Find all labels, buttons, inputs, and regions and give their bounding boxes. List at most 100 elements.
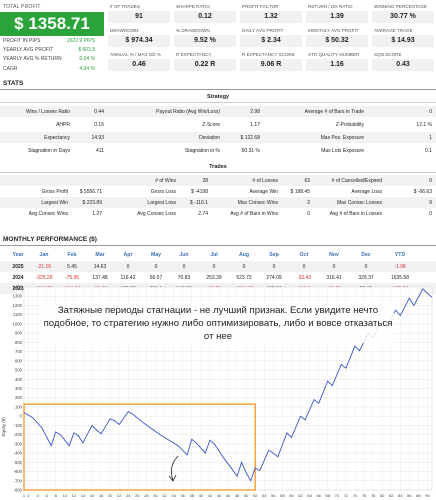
stat-value: 0 (429, 109, 432, 115)
metric-card: R EXPECTANCY 0.22 R (174, 51, 238, 73)
stat-value: $ -110.1 (190, 200, 208, 206)
metric-card: DAILY AVG PROFIT $ 2.34 (240, 27, 304, 49)
stat-value: 2.74 (198, 211, 208, 217)
metric-label: SHARPE RATIO (176, 4, 210, 9)
x-tick-label: 88 (416, 493, 421, 498)
y-tick-label: 800 (15, 340, 23, 345)
monthly-cell: 329.37 (358, 275, 374, 281)
stat-label: Largest Loss (147, 200, 176, 206)
stat-value: 0 (429, 211, 432, 217)
trades-divider (0, 172, 436, 173)
metric-label: DRAWDOWN (110, 28, 139, 33)
monthly-cell: YTD (394, 252, 406, 258)
stat-label: Payout Ratio (Avg Win/Loss) (156, 109, 220, 115)
y-tick-label: 1200 (13, 303, 23, 308)
yearly-avg-return-row: YEARLY AVG % RETURN 6.04 % (3, 56, 95, 62)
stat-value: 9 (429, 200, 432, 206)
y-tick-label: 700 (15, 349, 23, 354)
metric-value: 91 (108, 11, 170, 23)
x-tick-label: 72 (344, 493, 349, 498)
metric-card: R EXPECTANCY SCORE 9.06 R (240, 51, 304, 73)
stat-value: $ 122.68 (240, 135, 260, 141)
y-tick-label: -400 (14, 451, 23, 456)
stat-label: Stagnation in % (184, 148, 220, 154)
metric-card: STR QUALITY NUMBER 1.16 (306, 51, 370, 73)
metric-label: WINNING PERCENTAGE (374, 4, 428, 9)
stat-value: 1 (429, 135, 432, 141)
monthly-cell: 0 (126, 264, 130, 270)
monthly-cell: 0 (182, 264, 186, 270)
y-tick-label: -600 (14, 469, 23, 474)
stagnation-annotation: Затяжные периоды стагнации - не лучший п… (42, 304, 394, 343)
stats-title: STATS (3, 80, 24, 87)
y-tick-label: 0 (20, 414, 23, 419)
stat-value: 50.31 % (241, 148, 260, 154)
stat-label: Max Consec Wins (237, 200, 278, 206)
monthly-cell: Apr (123, 252, 133, 258)
monthly-cell: Jan (39, 252, 49, 258)
monthly-cell: 0 (242, 264, 246, 270)
stat-label: Average # of Bars in Trade (304, 109, 364, 115)
metric-label: RETURN / DD RATIO (308, 4, 353, 9)
annotation-arrow (170, 455, 179, 481)
stat-label: # of Cancelled/Expired (331, 178, 382, 184)
y-tick-label: 500 (15, 368, 23, 373)
cagr-row: CAGR 4.34 % (3, 66, 95, 72)
stat-value: 1.17 (250, 122, 260, 128)
stat-value: 2 (307, 200, 310, 206)
stat-label: Avg Consec Loss (137, 211, 176, 217)
stat-label: Max Consec Losses (336, 200, 382, 206)
x-tick-label: 8 (55, 493, 58, 498)
x-tick-label: 2 (27, 493, 30, 498)
x-tick-label: 30 (153, 493, 158, 498)
stat-label: Gross Profit (41, 189, 68, 195)
monthly-cell: 0 (302, 264, 306, 270)
profit-summary: TOTAL PROFIT $ 1358.71 PROFIT IN PIPS 26… (0, 0, 106, 80)
x-tick-label: 84 (398, 493, 403, 498)
x-tick-label: 60 (289, 493, 294, 498)
y-tick-label: -200 (14, 432, 23, 437)
monthly-cell: 0 (154, 264, 158, 270)
stat-label: Average Win (249, 189, 278, 195)
x-tick-label: 6 (46, 493, 49, 498)
monthly-cell: Nov (329, 252, 339, 258)
stat-value: 0.15 (94, 122, 104, 128)
x-tick-label: 86 (407, 493, 412, 498)
x-tick-label: 64 (307, 493, 312, 498)
trades-row: Largest Win $ 223.89 Largest Loss $ -110.1 M… (0, 197, 436, 208)
monthly-cell: Jun (179, 252, 189, 258)
metric-card: SHARPE RATIO 0.12 (174, 3, 238, 25)
yearly-avg-profit-row: YEARLY AVG PROFIT $ 603.8 (3, 47, 95, 53)
metric-card: DRAWDOWN $ 974.34 (108, 27, 172, 49)
stat-label: AHPR (56, 122, 70, 128)
x-tick-label: 20 (108, 493, 113, 498)
monthly-cell: -75.95 (64, 275, 80, 281)
metric-value: $ 2.34 (240, 35, 302, 47)
stat-label: # of Wins (155, 178, 176, 184)
metric-value: 9.06 R (240, 59, 302, 71)
y-tick-label: -500 (14, 460, 23, 465)
monthly-cell: -325.28 (35, 275, 53, 281)
profit-in-pips-row: PROFIT IN PIPS 2622.9 PIPS (3, 38, 95, 44)
monthly-cell: Mar (95, 252, 105, 258)
metric-value: 30.77 % (372, 11, 434, 23)
monthly-cell: 316.41 (326, 275, 342, 281)
metric-label: R EXPECTANCY SCORE (242, 52, 295, 57)
profit-row-label: PROFIT IN PIPS (3, 38, 41, 44)
stat-label: Deviation (199, 135, 220, 141)
stat-value: 12.1 % (416, 122, 432, 128)
x-tick-label: 90 (425, 493, 430, 498)
monthly-cell: 2025 (12, 264, 24, 270)
strategy-section-title: Strategy (206, 94, 229, 100)
monthly-cell: Feb (67, 252, 77, 258)
trades-row: # of Wins 28 # of Losses 63 # of Cancelled/E… (0, 175, 436, 186)
x-tick-label: 54 (262, 493, 267, 498)
monthly-cell: 14.63 (93, 264, 107, 270)
metric-card: PROFIT FACTOR 1.32 (240, 3, 304, 25)
monthly-cell: Sep (269, 252, 279, 258)
x-tick-label: 52 (253, 493, 258, 498)
stat-label: Largest Win (41, 200, 68, 206)
x-tick-label: 68 (326, 493, 331, 498)
metric-value: 0.12 (174, 11, 236, 23)
monthly-year-row: 2024 -325.28 -75.95 137.48 116.42 66.57 70.83 2… (0, 272, 436, 283)
